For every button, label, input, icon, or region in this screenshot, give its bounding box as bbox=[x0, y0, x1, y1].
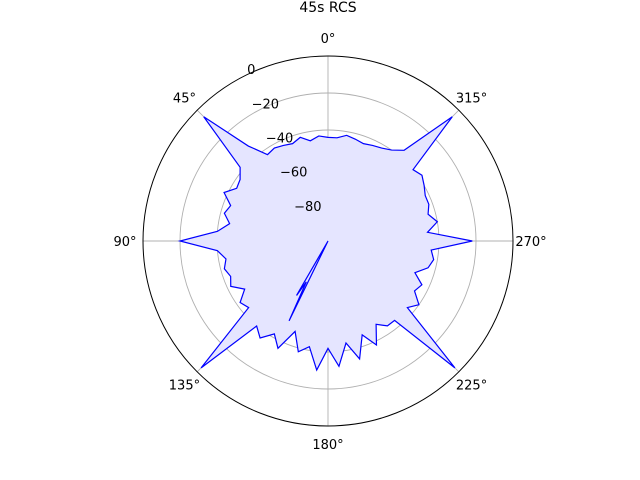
radial-tick-label: −80 bbox=[294, 200, 321, 215]
radial-tick-labels: −80 −60 −40 −20 0 bbox=[247, 63, 321, 215]
radial-tick-label: −40 bbox=[266, 131, 293, 146]
angle-tick-labels: 0° 45° 90° 135° 180° 225° 270° 315° bbox=[113, 32, 546, 453]
radial-tick-label: −20 bbox=[252, 97, 279, 112]
radial-tick-label: 0 bbox=[247, 63, 255, 78]
chart-title: 45s RCS bbox=[299, 0, 356, 16]
series-layer bbox=[177, 116, 473, 372]
angle-tick-label: 90° bbox=[113, 235, 136, 250]
angle-tick-label: 45° bbox=[173, 91, 196, 106]
series-line bbox=[177, 116, 473, 372]
radial-tick-label: −60 bbox=[280, 166, 307, 181]
angle-tick-label: 270° bbox=[515, 235, 546, 250]
angle-tick-label: 225° bbox=[456, 379, 487, 394]
series-line bbox=[288, 240, 329, 322]
polar-frame bbox=[142, 55, 514, 427]
angle-tick-label: 315° bbox=[456, 91, 487, 106]
angle-tick-label: 135° bbox=[169, 379, 200, 394]
angle-tick-label: 180° bbox=[312, 438, 343, 453]
angle-tick-label: 0° bbox=[321, 32, 336, 47]
